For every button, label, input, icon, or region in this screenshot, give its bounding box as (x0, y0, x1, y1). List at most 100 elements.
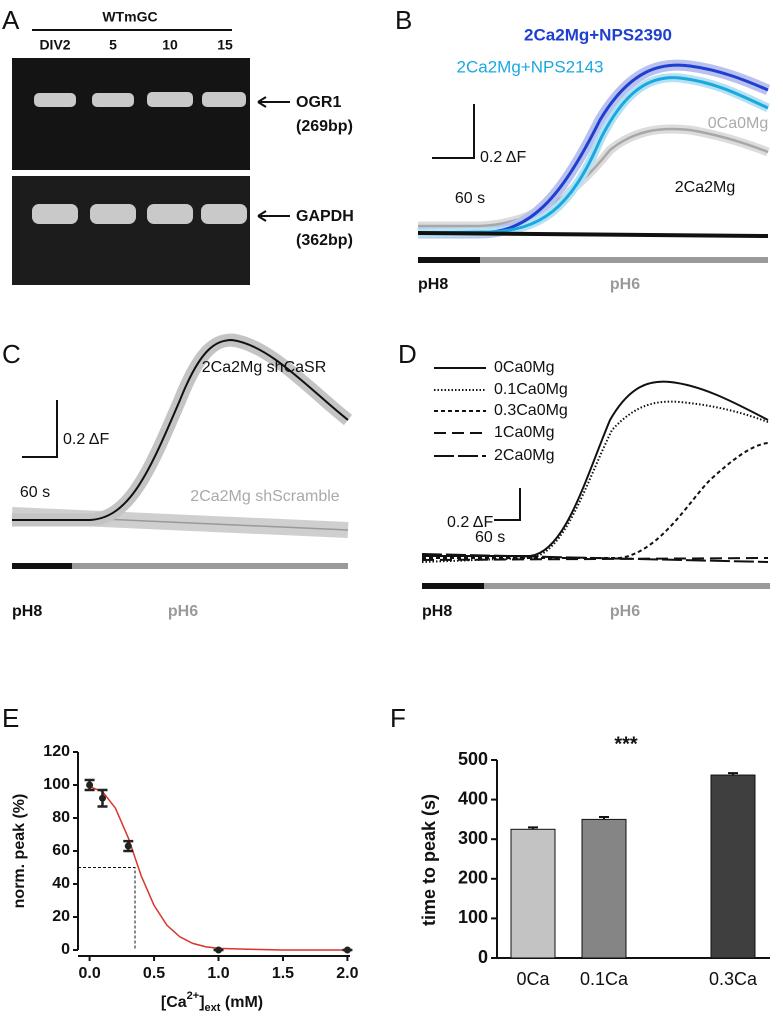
error-bar (728, 772, 738, 776)
panel-letter: A (2, 5, 20, 35)
x-tick-label: 0Ca (516, 969, 550, 989)
y-tick-label: 300 (458, 828, 488, 848)
scale-label: 60 s (475, 529, 505, 546)
scale-label: 60 s (455, 190, 485, 207)
panel-letter: B (395, 5, 412, 35)
panel-letter: E (2, 703, 19, 733)
x-label-part: 2+ (187, 990, 200, 1002)
gel-bands (32, 92, 247, 224)
legend-label: 0Ca0Mg (494, 359, 554, 376)
scale-label: 0.2 ΔF (63, 431, 109, 448)
ph-bar (480, 257, 768, 263)
y-axis-label: norm. peak (%) (11, 794, 28, 909)
ph-bar (484, 583, 770, 589)
x-tick-label: 0.5 (143, 965, 165, 982)
panel-letter: D (398, 339, 417, 369)
lane-label: 5 (109, 37, 117, 53)
lane-label: 15 (217, 37, 233, 53)
band-size: (362bp) (296, 232, 353, 249)
arrow (257, 210, 290, 222)
panel-d: D (398, 339, 770, 589)
y-tick-label: 200 (458, 868, 488, 888)
significance: *** (614, 733, 638, 755)
x-tick-label: 0.3Ca (709, 969, 758, 989)
trace-label: 0Ca0Mg (708, 115, 768, 132)
ph-label: pH8 (422, 603, 452, 620)
trace (422, 442, 769, 559)
panel-c: C (2, 333, 353, 569)
data-point (343, 946, 351, 954)
x-label-part: ] (199, 994, 204, 1011)
arrow (257, 96, 290, 108)
y-tick-label: 40 (52, 875, 70, 892)
legend-label: 2Ca0Mg (494, 447, 554, 464)
x-label-part: (mM) (220, 994, 263, 1011)
data-point (86, 781, 94, 789)
ph-label: pH6 (610, 276, 640, 293)
ph-bar (12, 563, 72, 569)
data-point (215, 946, 223, 954)
ph-bar (72, 563, 348, 569)
scale-label: 0.2 ΔF (480, 149, 526, 166)
y-tick-label: 0 (478, 947, 488, 967)
x-label-part: ext (205, 1002, 221, 1014)
bar (710, 774, 756, 959)
x-tick-label: 0.0 (78, 965, 100, 982)
y-tick-label: 100 (458, 907, 488, 927)
group-label: WTmGC (102, 9, 157, 25)
panel-a: A WTmGC DIV2 5 10 15 OGR1 (269bp) GAPDH … (2, 5, 354, 285)
band-size: (269bp) (296, 118, 353, 135)
x-tick-label: 1.5 (272, 965, 294, 982)
ph-bar (418, 257, 480, 263)
trace (421, 553, 769, 563)
scale-label: 60 s (20, 484, 50, 501)
y-tick-label: 120 (43, 743, 70, 760)
trace-label: 2Ca2Mg shScramble (190, 488, 340, 505)
fit-curve (89, 785, 348, 951)
trace (417, 231, 769, 238)
gel (12, 176, 250, 285)
ph-bar (422, 583, 484, 589)
trace (422, 380, 769, 557)
ph-label: pH6 (168, 603, 198, 620)
data-point (124, 842, 132, 850)
panel-letter: C (2, 339, 21, 369)
band-label: GAPDH (296, 208, 354, 225)
y-tick-label: 100 (43, 776, 70, 793)
bar (581, 818, 627, 959)
x-axis-label: [Ca2+]ext (mM) (161, 990, 263, 1014)
error-bar (599, 816, 609, 820)
ph-label: pH6 (610, 603, 640, 620)
bar (510, 828, 556, 959)
y-tick-label: 20 (52, 908, 70, 925)
y-tick-label: 80 (52, 809, 70, 826)
lane-label: 10 (162, 37, 178, 53)
y-tick-label: 500 (458, 749, 488, 769)
y-tick-label: 60 (52, 842, 70, 859)
legend-label: 1Ca0Mg (494, 424, 554, 441)
x-label-part: [Ca (161, 994, 187, 1011)
ph-label: pH8 (12, 603, 42, 620)
y-axis-label: time to peak (s) (419, 794, 439, 926)
error-bar (528, 826, 538, 830)
trace (417, 76, 769, 235)
legend-label: 0.1Ca0Mg (494, 381, 568, 398)
x-tick-label: 2.0 (336, 965, 358, 982)
trace (418, 63, 769, 235)
scale-bar (432, 104, 475, 159)
panel-b: B (395, 5, 771, 263)
lane-label: DIV2 (39, 37, 70, 53)
data-point (98, 794, 106, 802)
x-tick-label: 1.0 (207, 965, 229, 982)
trace-label: 2Ca2Mg shCaSR (202, 359, 327, 376)
ph-label: pH8 (418, 276, 448, 293)
trace-label: 2Ca2Mg (675, 179, 735, 196)
trace-label: 2Ca2Mg+NPS2390 (524, 25, 672, 44)
trace (12, 338, 349, 521)
y-tick-label: 0 (61, 941, 70, 958)
gel (12, 58, 250, 170)
scale-label: 0.2 ΔF (447, 514, 493, 531)
trace (421, 400, 769, 563)
trace-label: 2Ca2Mg+NPS2143 (457, 57, 604, 76)
